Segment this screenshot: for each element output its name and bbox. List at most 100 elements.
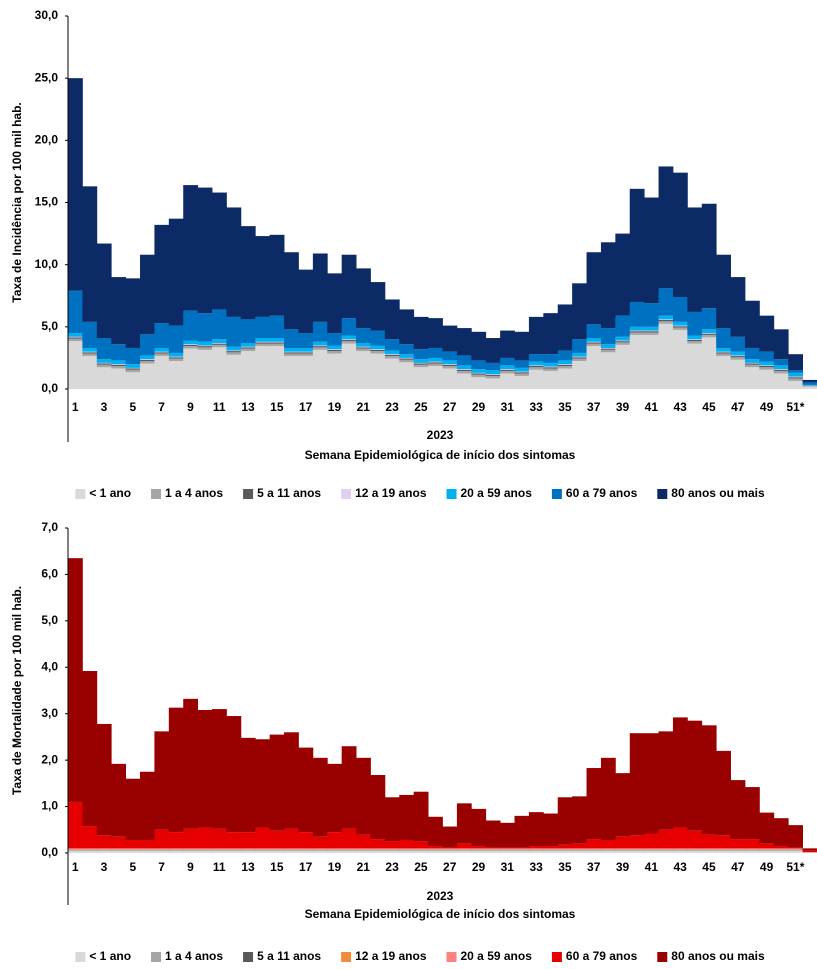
bar-segment: [557, 304, 573, 351]
bar-segment: [514, 331, 530, 361]
bar-segment: [658, 319, 674, 322]
y-tick-label: 25,0: [35, 70, 59, 84]
bar-segment: [212, 709, 227, 829]
bar-segment: [82, 671, 98, 827]
bar-segment: [96, 362, 112, 364]
bar-segment: [96, 835, 112, 849]
x-tick-label: 9: [187, 400, 194, 414]
bar-segment: [356, 342, 371, 347]
y-tick-label: 20,0: [35, 133, 59, 147]
y-tick-label: 1,0: [41, 799, 58, 813]
x-tick-label: 37: [587, 860, 601, 874]
bar-segment: [701, 337, 717, 389]
bar-segment: [557, 850, 573, 853]
bar-segment: [615, 850, 631, 853]
bar-segment: [240, 348, 256, 352]
bar-segment: [543, 366, 559, 368]
bar-segment: [140, 363, 155, 389]
legend-swatch: [151, 952, 162, 962]
bar-segment: [168, 850, 184, 853]
bar-segment: [197, 341, 213, 346]
bar-segment: [514, 815, 530, 848]
bar-segment: [500, 330, 515, 358]
bar-segment: [471, 377, 487, 389]
legend-label: 12 a 19 anos: [355, 486, 427, 500]
bar-segment: [168, 832, 184, 849]
x-tick-label: 47: [731, 860, 745, 874]
bar-segment: [759, 365, 775, 366]
bar-segment: [543, 850, 559, 853]
bar-segment: [125, 347, 141, 365]
bar-segment: [269, 734, 285, 831]
bar-segment: [183, 828, 199, 849]
bar-segment: [284, 329, 299, 348]
bar-segment: [82, 356, 98, 389]
y-tick-label: 5,0: [41, 613, 58, 627]
bar-segment: [399, 362, 415, 389]
bar-segment: [730, 780, 746, 840]
bar-segment: [154, 829, 170, 849]
bar-segment: [399, 358, 415, 360]
x-tick-label: 21: [357, 860, 371, 874]
bar-segment: [672, 325, 688, 327]
bar-segment: [687, 339, 703, 340]
bar-segment: [716, 328, 731, 348]
bar-segment: [384, 354, 400, 355]
bar-segment: [802, 382, 817, 385]
x-tick-label: 41: [645, 860, 659, 874]
y-tick-label: 10,0: [35, 257, 59, 271]
bar-segment: [600, 328, 616, 345]
bar-segment: [255, 848, 271, 850]
bar-segment: [600, 840, 616, 849]
bar-segment: [744, 367, 760, 389]
bar-segment: [701, 834, 717, 849]
x-tick-label: 1: [72, 400, 79, 414]
bar-segment: [312, 341, 328, 346]
bar-segment: [572, 283, 587, 340]
bar-segment: [644, 833, 659, 849]
bar-segment: [125, 372, 141, 389]
bar-segment: [586, 343, 602, 347]
bar-segment: [111, 360, 127, 365]
bar-segment: [82, 850, 98, 853]
bar-segment: [759, 361, 775, 366]
bar-segment: [471, 373, 487, 375]
legend-swatch: [657, 489, 668, 499]
bar-segment: [428, 361, 443, 363]
x-tick-label: 7: [158, 400, 165, 414]
legend-swatch: [243, 952, 254, 962]
bar-segment: [341, 335, 357, 340]
bar-segment: [341, 828, 357, 849]
legend-swatch: [551, 489, 562, 499]
bar-segment: [456, 369, 472, 370]
bar-segment: [226, 848, 242, 850]
bar-segment: [442, 351, 458, 361]
bar-segment: [183, 850, 199, 853]
bar-segment: [644, 733, 659, 834]
bar-segment: [586, 338, 602, 342]
bar-segment: [716, 750, 731, 836]
x-tick-label: 13: [241, 860, 255, 874]
bar-segment: [644, 330, 659, 332]
bar-segment: [82, 321, 98, 348]
bar-segment: [788, 377, 803, 379]
bar-segment: [356, 268, 371, 329]
bar-segment: [730, 277, 746, 337]
bar-segment: [500, 370, 515, 374]
bar-segment: [298, 351, 314, 353]
bar-segment: [212, 343, 227, 345]
bar-segment: [96, 848, 112, 850]
bar-segment: [125, 369, 141, 373]
bar-segment: [154, 351, 170, 353]
bar-segment: [759, 812, 775, 844]
bar-segment: [500, 369, 515, 370]
bar-segment: [428, 347, 443, 358]
bar-segment: [255, 346, 271, 389]
bar-segment: [197, 349, 213, 389]
bar-segment: [572, 843, 587, 849]
bar-segment: [644, 326, 659, 331]
bar-segment: [471, 372, 487, 374]
bar-segment: [687, 339, 703, 342]
bar-segment: [284, 252, 299, 330]
x-tick-label: 29: [472, 400, 486, 414]
